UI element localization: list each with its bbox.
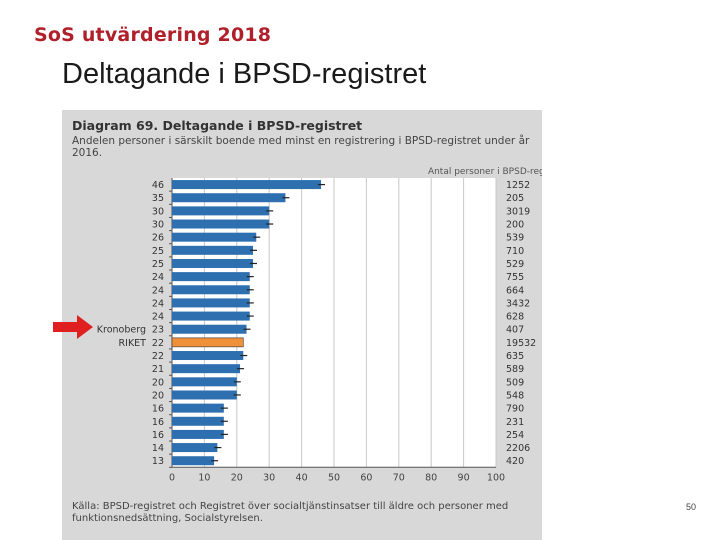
value-label: 24 [152, 312, 164, 323]
count-label: 664 [506, 285, 524, 296]
x-tick-label: 100 [487, 472, 505, 483]
slide-title: Deltagande i BPSD-registret [62, 58, 427, 90]
value-label: 21 [152, 364, 164, 375]
page-number: 50 [686, 502, 697, 512]
region-label: Kronoberg [97, 325, 146, 336]
bar [172, 456, 215, 466]
x-tick-label: 50 [328, 472, 340, 483]
chart-title: Diagram 69. Deltagande i BPSD-registret [72, 118, 363, 133]
bar [172, 285, 250, 295]
bar [172, 206, 270, 216]
count-label: 2206 [506, 443, 530, 454]
x-tick-label: 40 [296, 472, 308, 483]
count-column-header: Antal personer i BPSD-registret [428, 167, 542, 177]
count-label: 539 [506, 233, 524, 244]
bar [172, 351, 244, 361]
count-label: 205 [506, 193, 524, 204]
value-label: 16 [152, 404, 164, 415]
count-label: 200 [506, 220, 524, 231]
x-tick-label: 70 [393, 472, 405, 483]
bar [172, 324, 247, 334]
x-tick-label: 10 [198, 472, 210, 483]
count-label: 589 [506, 364, 524, 375]
value-label: 13 [152, 456, 164, 467]
value-label: 20 [152, 377, 164, 388]
bar [172, 311, 250, 321]
count-label: 420 [506, 456, 524, 467]
bar [172, 377, 237, 387]
value-label: 16 [152, 430, 164, 441]
bar [172, 443, 218, 453]
bar [172, 258, 253, 268]
value-label: 22 [152, 338, 164, 349]
count-label: 254 [506, 430, 524, 441]
value-label: 14 [152, 443, 164, 454]
value-label: 26 [152, 233, 164, 244]
value-label: 30 [152, 206, 164, 217]
highlight-arrow-icon [53, 315, 93, 339]
count-label: 529 [506, 259, 524, 270]
bar [172, 180, 322, 190]
count-label: 407 [506, 325, 524, 336]
value-label: 30 [152, 220, 164, 231]
count-label: 1252 [506, 180, 530, 191]
bar [172, 416, 224, 426]
value-label: 16 [152, 417, 164, 428]
bar [172, 193, 286, 203]
x-tick-label: 20 [231, 472, 243, 483]
bar [172, 298, 250, 308]
bar [172, 272, 250, 282]
bar [171, 337, 244, 348]
value-label: 25 [152, 246, 164, 257]
bar [172, 232, 257, 242]
count-label: 635 [506, 351, 524, 362]
x-tick-label: 30 [263, 472, 275, 483]
value-label: 46 [152, 180, 164, 191]
chart-source: Källa: BPSD-registret och Registret över… [72, 501, 509, 524]
count-label: 790 [506, 404, 524, 415]
x-tick-label: 0 [169, 472, 175, 483]
bar [172, 429, 224, 439]
bar [172, 219, 270, 229]
value-label: 24 [152, 285, 164, 296]
chart-panel: Diagram 69. Deltagande i BPSD-registret … [62, 110, 542, 540]
count-label: 231 [506, 417, 524, 428]
value-label: 24 [152, 272, 164, 283]
value-label: 35 [152, 193, 164, 204]
value-label: 25 [152, 259, 164, 270]
value-label: 24 [152, 298, 164, 309]
value-label: 23 [152, 325, 164, 336]
count-label: 3019 [506, 206, 530, 217]
x-tick-label: 80 [425, 472, 437, 483]
count-label: 755 [506, 272, 524, 283]
value-label: 20 [152, 390, 164, 401]
count-label: 710 [506, 246, 524, 257]
brand-logo-text: SoS utvärdering 2018 [34, 24, 272, 46]
count-label: 19532 [506, 338, 536, 349]
chart-subtitle: Andelen personer i särskilt boende med m… [72, 135, 530, 159]
count-label: 628 [506, 312, 524, 323]
count-label: 509 [506, 377, 524, 388]
bar [172, 245, 253, 255]
count-label: 3432 [506, 298, 530, 309]
x-tick-label: 60 [360, 472, 372, 483]
count-label: 548 [506, 390, 524, 401]
bar [172, 403, 224, 413]
bar [172, 390, 237, 400]
x-tick-label: 90 [458, 472, 470, 483]
value-label: 22 [152, 351, 164, 362]
bar [172, 364, 241, 374]
region-label: RIKET [119, 338, 147, 349]
bar-chart: 0 10 20 30 40 50 60 70 80 90 100 Antal personer i B… [97, 167, 542, 483]
